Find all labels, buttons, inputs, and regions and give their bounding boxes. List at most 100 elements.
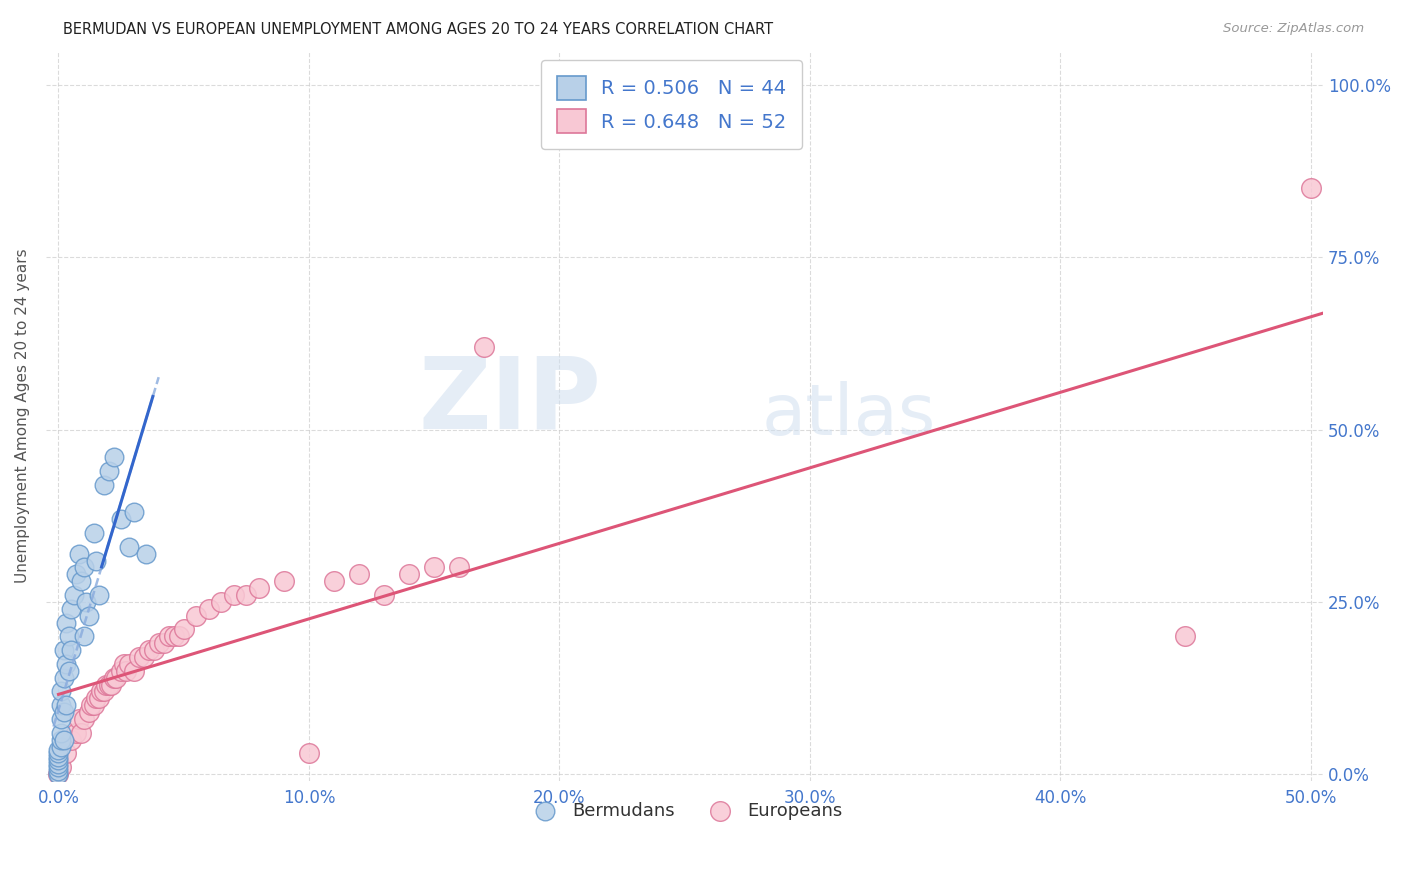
Bermudans [52,671,75,685]
Text: BERMUDAN VS EUROPEAN UNEMPLOYMENT AMONG AGES 20 TO 24 YEARS CORRELATION CHART: BERMUDAN VS EUROPEAN UNEMPLOYMENT AMONG … [63,22,773,37]
Europeans [148,636,170,650]
Europeans [100,677,122,691]
Europeans [186,608,208,623]
Bermudans [48,760,70,774]
Bermudans [55,657,77,671]
Europeans [87,691,110,706]
Europeans [247,581,270,595]
Europeans [142,643,165,657]
Europeans [90,684,112,698]
Text: atlas: atlas [761,382,935,450]
Bermudans [60,601,83,615]
Bermudans [135,547,157,561]
Europeans [97,677,120,691]
Europeans [373,588,395,602]
Europeans [449,560,471,574]
Bermudans [72,629,94,643]
Europeans [103,671,125,685]
Legend: Bermudans, Europeans: Bermudans, Europeans [520,794,849,827]
Bermudans [67,547,90,561]
Bermudans [52,732,75,747]
Europeans [94,677,117,691]
Bermudans [65,567,87,582]
Europeans [157,629,180,643]
Bermudans [48,756,70,771]
Bermudans [48,767,70,781]
Europeans [209,595,232,609]
Europeans [472,340,495,354]
Bermudans [87,588,110,602]
Europeans [110,664,132,678]
Bermudans [55,698,77,713]
Europeans [323,574,346,589]
Europeans [60,732,83,747]
Europeans [84,691,107,706]
Europeans [115,664,138,678]
Bermudans [52,705,75,719]
Europeans [67,712,90,726]
Europeans [197,601,219,615]
Europeans [138,643,160,657]
Bermudans [103,450,125,465]
Bermudans [110,512,132,526]
Europeans [122,664,145,678]
Bermudans [55,615,77,630]
Europeans [128,650,150,665]
Bermudans [77,608,100,623]
Bermudans [122,505,145,519]
Europeans [48,767,70,781]
Bermudans [49,732,72,747]
Europeans [117,657,139,671]
Europeans [1174,629,1197,643]
Europeans [235,588,257,602]
Europeans [347,567,370,582]
Bermudans [58,664,80,678]
Bermudans [72,560,94,574]
Europeans [105,671,128,685]
Bermudans [75,595,97,609]
Bermudans [49,739,72,754]
Bermudans [93,477,115,491]
Bermudans [83,525,105,540]
Bermudans [48,743,70,757]
Bermudans [58,629,80,643]
Europeans [83,698,105,713]
Bermudans [48,750,70,764]
Europeans [72,712,94,726]
Europeans [49,760,72,774]
Europeans [273,574,295,589]
Bermudans [48,753,70,767]
Europeans [152,636,174,650]
Bermudans [62,588,84,602]
Europeans [398,567,420,582]
Bermudans [60,643,83,657]
Europeans [163,629,186,643]
Bermudans [84,553,107,567]
Europeans [70,725,93,739]
Europeans [423,560,446,574]
Bermudans [70,574,93,589]
Bermudans [117,540,139,554]
Text: ZIP: ZIP [419,352,602,450]
Europeans [65,725,87,739]
Text: Source: ZipAtlas.com: Source: ZipAtlas.com [1223,22,1364,36]
Europeans [167,629,190,643]
Bermudans [49,712,72,726]
Europeans [112,657,135,671]
Bermudans [52,643,75,657]
Bermudans [48,764,70,778]
Bermudans [97,464,120,478]
Europeans [222,588,245,602]
Europeans [55,747,77,761]
Europeans [93,684,115,698]
Europeans [77,705,100,719]
Europeans [132,650,155,665]
Bermudans [49,698,72,713]
Bermudans [49,725,72,739]
Bermudans [49,684,72,698]
Y-axis label: Unemployment Among Ages 20 to 24 years: Unemployment Among Ages 20 to 24 years [15,249,30,583]
Europeans [1299,181,1322,195]
Europeans [298,747,321,761]
Europeans [173,623,195,637]
Europeans [80,698,103,713]
